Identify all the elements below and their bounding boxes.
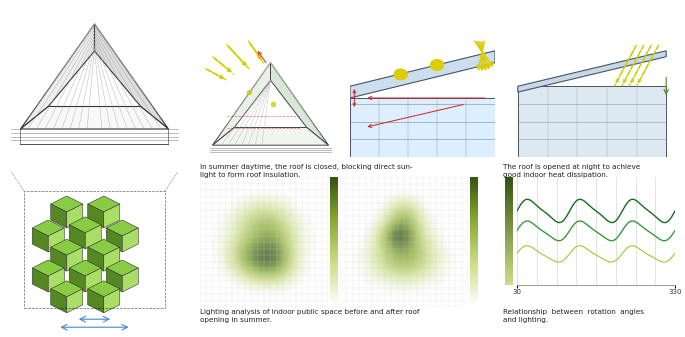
Polygon shape <box>69 217 101 233</box>
Polygon shape <box>88 196 120 212</box>
Polygon shape <box>48 268 64 292</box>
Polygon shape <box>350 51 495 98</box>
Polygon shape <box>21 106 169 129</box>
Polygon shape <box>88 239 120 255</box>
Text: In summer daytime, the roof is closed, blocking direct sun-
light to form roof i: In summer daytime, the roof is closed, b… <box>200 164 412 178</box>
Polygon shape <box>51 281 83 297</box>
Bar <box>350 98 495 157</box>
Polygon shape <box>103 204 120 228</box>
Polygon shape <box>106 268 122 292</box>
Polygon shape <box>69 268 85 292</box>
Text: Relationship  between  rotation  angles
and lighting.: Relationship between rotation angles and… <box>503 309 644 323</box>
Polygon shape <box>103 289 120 313</box>
Polygon shape <box>88 281 120 297</box>
Polygon shape <box>106 220 138 236</box>
Polygon shape <box>212 127 329 145</box>
Polygon shape <box>88 247 103 271</box>
FancyArrowPatch shape <box>664 77 669 94</box>
Polygon shape <box>69 260 101 276</box>
Polygon shape <box>103 247 120 271</box>
Polygon shape <box>88 204 103 228</box>
Circle shape <box>430 60 443 70</box>
Polygon shape <box>32 260 64 276</box>
Polygon shape <box>212 63 271 145</box>
Polygon shape <box>51 196 83 212</box>
Polygon shape <box>32 228 48 252</box>
Polygon shape <box>21 24 95 129</box>
Text: Lighting analysis of indoor public space before and after roof
opening in summer: Lighting analysis of indoor public space… <box>200 309 419 323</box>
Circle shape <box>395 69 408 80</box>
Polygon shape <box>106 228 122 252</box>
Polygon shape <box>51 247 66 271</box>
Polygon shape <box>69 225 85 249</box>
Polygon shape <box>122 268 138 292</box>
Polygon shape <box>51 204 66 228</box>
Polygon shape <box>66 289 83 313</box>
Polygon shape <box>95 24 169 129</box>
Polygon shape <box>271 63 329 145</box>
Polygon shape <box>88 289 103 313</box>
Polygon shape <box>51 239 83 255</box>
Polygon shape <box>48 228 64 252</box>
Polygon shape <box>32 268 48 292</box>
Polygon shape <box>66 247 83 271</box>
Polygon shape <box>66 204 83 228</box>
Bar <box>518 86 667 157</box>
Polygon shape <box>51 289 66 313</box>
Polygon shape <box>85 225 101 249</box>
Polygon shape <box>32 220 64 236</box>
Text: The roof is opened at night to achieve
good indoor heat dissipation.: The roof is opened at night to achieve g… <box>503 164 640 178</box>
Polygon shape <box>518 51 667 92</box>
Polygon shape <box>122 228 138 252</box>
Polygon shape <box>85 268 101 292</box>
Polygon shape <box>106 260 138 276</box>
